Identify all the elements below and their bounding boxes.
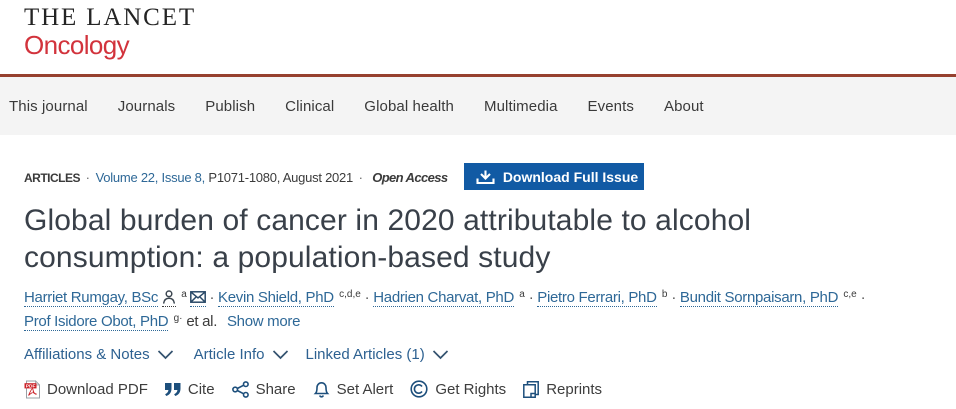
svg-text:PDF: PDF [26, 383, 36, 389]
